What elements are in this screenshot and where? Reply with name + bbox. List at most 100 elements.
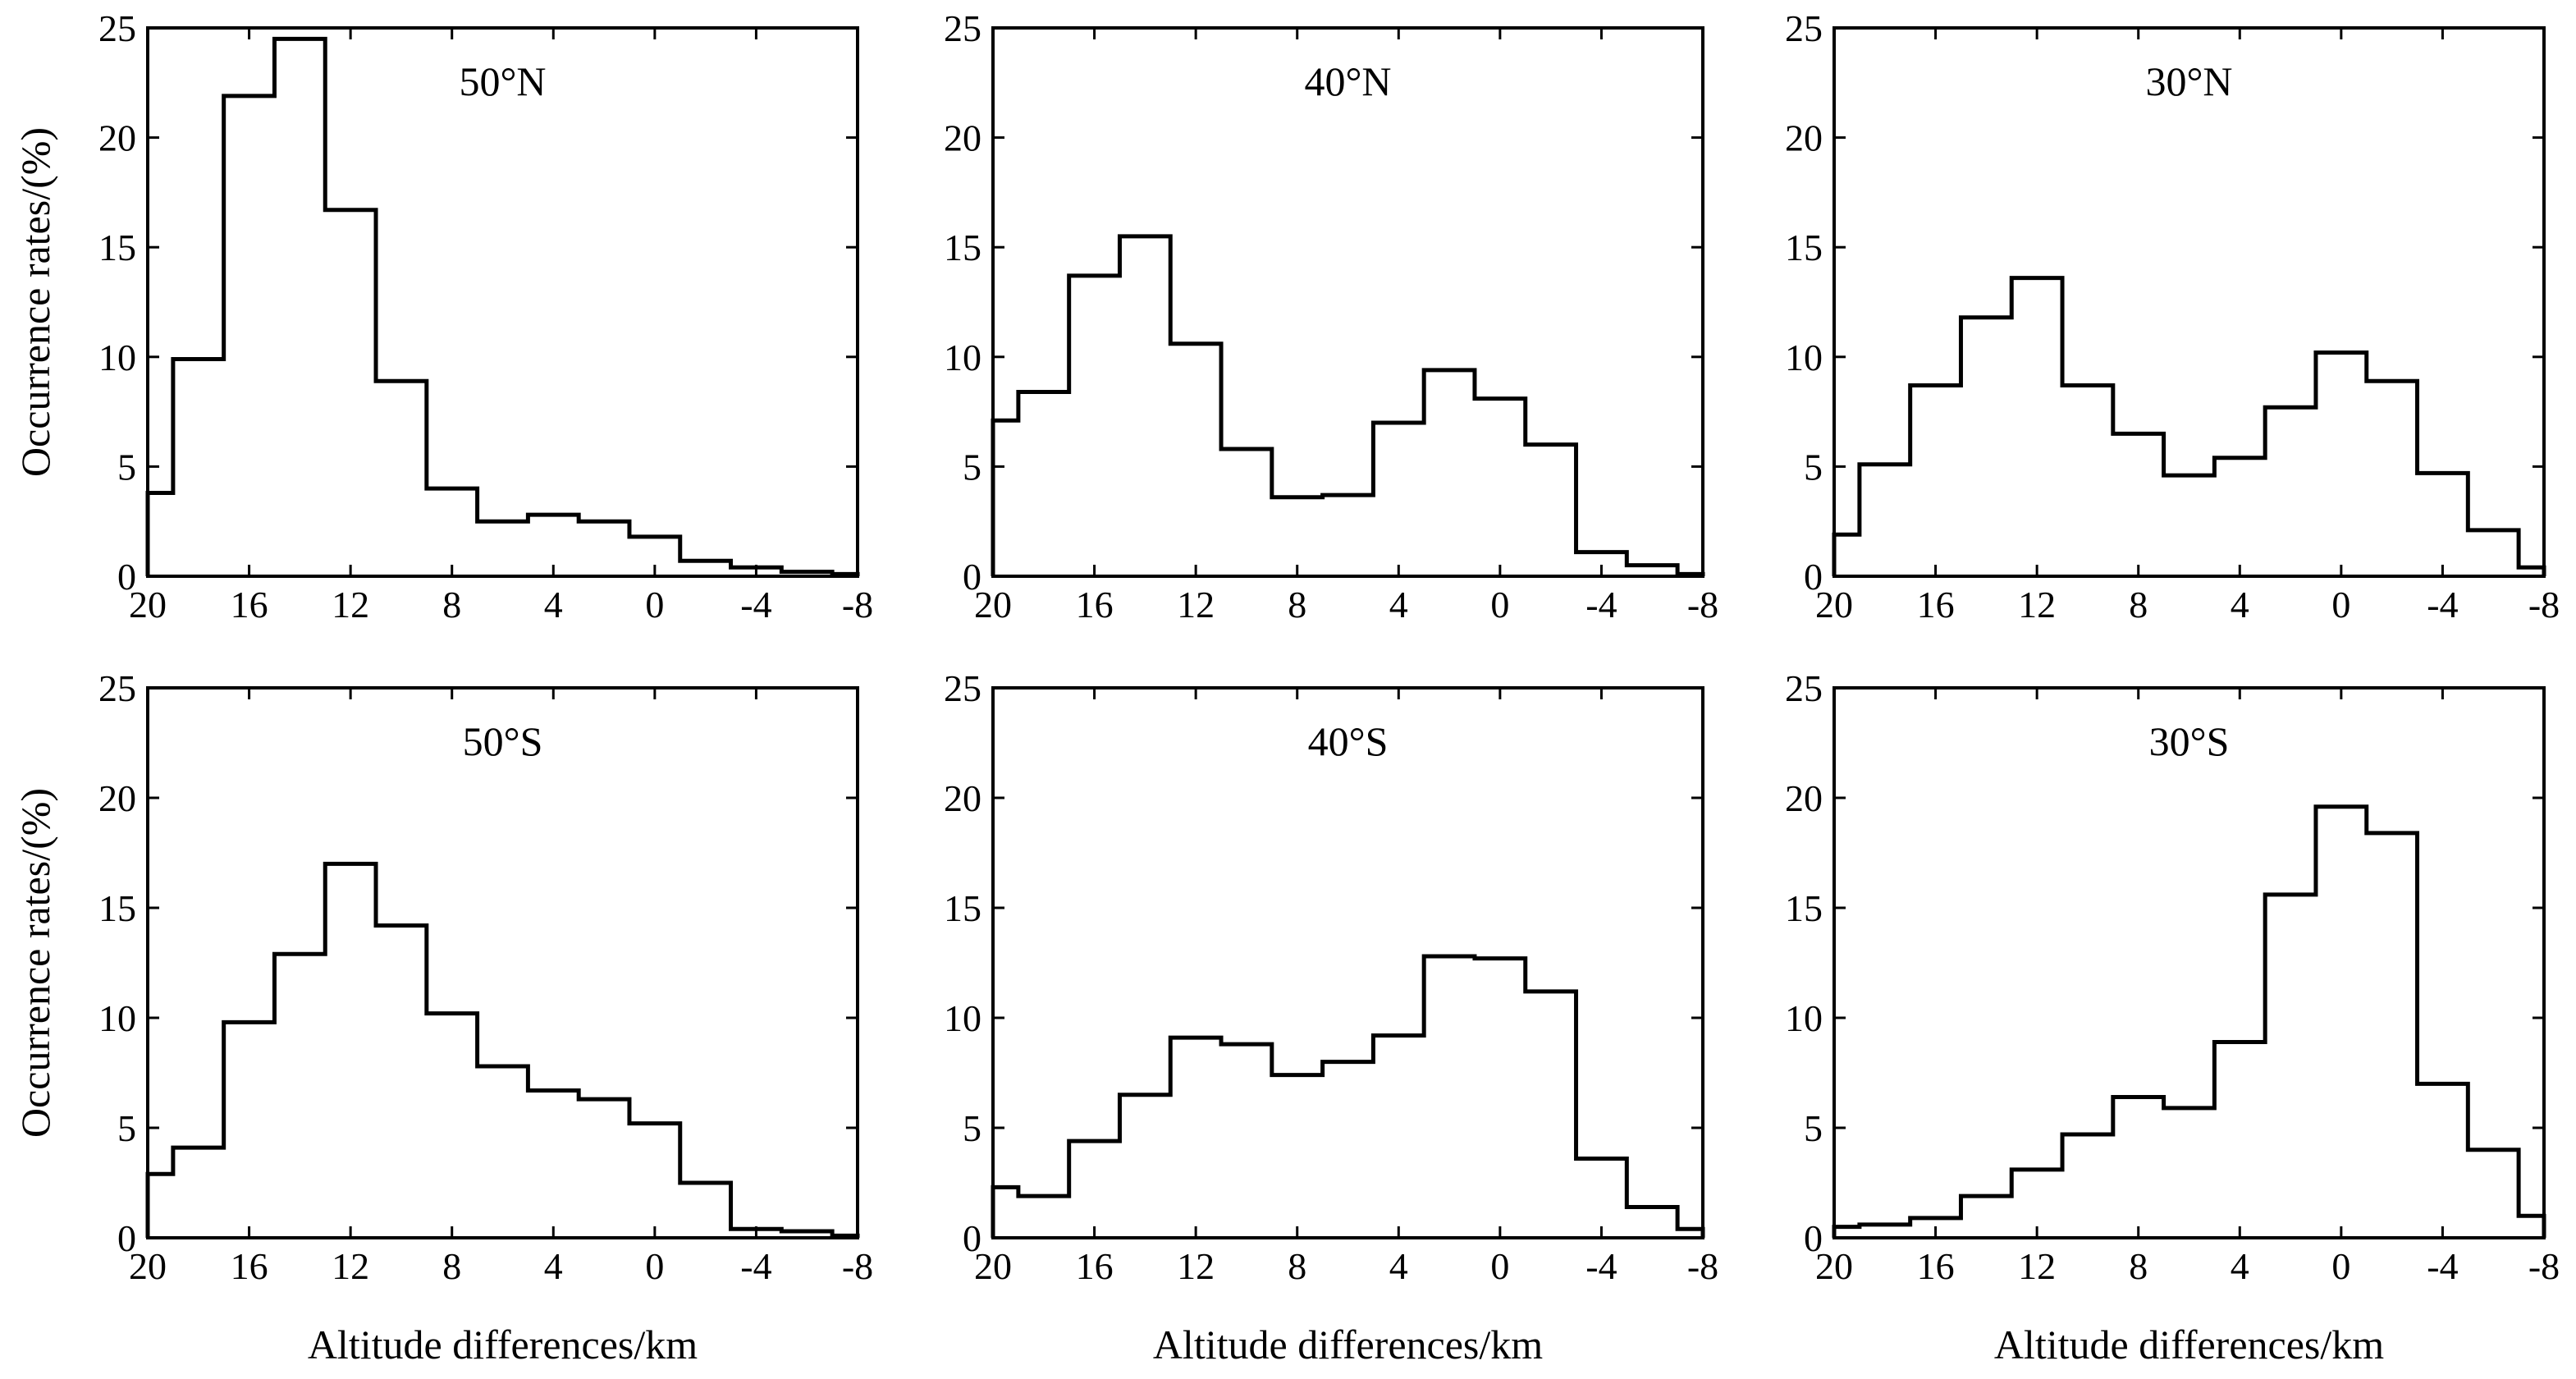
x-tick-label: 0: [2331, 1245, 2350, 1287]
histogram-bar: [427, 1014, 478, 1238]
x-tick-label: 20: [974, 1245, 1012, 1287]
y-tick-label: 10: [944, 337, 981, 378]
y-tick-label: 10: [944, 997, 981, 1039]
figure-labels: Occurrence rates/(%) Occurrence rates/(%)…: [12, 127, 2384, 1368]
histogram-bar: [1834, 534, 1860, 576]
histogram-bar: [1018, 392, 1069, 576]
histogram-bar: [325, 210, 376, 576]
y-tick-label: 15: [944, 887, 981, 929]
panel-title: 40°N: [1304, 58, 1391, 104]
histogram-bar: [173, 359, 224, 576]
histogram-bar: [1373, 1035, 1424, 1238]
histogram-bar: [1860, 465, 1910, 576]
histogram-bar: [376, 381, 427, 576]
x-tick-label: -4: [740, 1245, 771, 1287]
histogram-bar: [1323, 495, 1374, 576]
histogram-bar: [427, 488, 478, 576]
histogram-bar: [1961, 1196, 2011, 1238]
histogram-bar: [1272, 1075, 1323, 1238]
histogram-bar: [2062, 1134, 2113, 1238]
x-tick-label: 16: [231, 584, 268, 625]
x-tick-label: 20: [129, 1245, 167, 1287]
histogram-bar: [1526, 992, 1576, 1238]
histogram-bar: [2164, 475, 2215, 576]
histogram-bar: [1221, 1044, 1272, 1238]
x-tick-label: -8: [2528, 584, 2560, 625]
histogram-bar: [1910, 386, 1961, 576]
plot-frame: [146, 686, 859, 1239]
histogram-bar: [1424, 370, 1475, 576]
panel-1: 0 5 10 15 20 25 20 16 12 8 4 0 -4 -8 40°N: [944, 7, 1718, 625]
y-tick-label: 5: [963, 1107, 981, 1149]
histogram-bar: [376, 925, 427, 1238]
x-tick-label: -4: [740, 584, 771, 625]
y-tick-label: 15: [944, 227, 981, 268]
y-tick-label: 15: [98, 887, 136, 929]
histogram-bar: [2316, 352, 2367, 576]
histogram-bar: [1272, 497, 1323, 576]
histogram-bar: [2164, 1108, 2215, 1238]
x-tick-label: -8: [1687, 584, 1718, 625]
x-tick-label: 12: [332, 1245, 369, 1287]
panel-5: 0 5 10 15 20 25 20 16 12 8 4 0 -4 -8 30°S: [1785, 667, 2560, 1287]
histogram-bar: [579, 521, 629, 576]
y-tick-label: 0: [117, 556, 136, 598]
y-axis-label: Occurrence rates/(%): [12, 127, 58, 477]
histogram-bar: [148, 1174, 173, 1238]
histogram-bar: [1475, 399, 1526, 576]
histogram-bar: [2011, 278, 2062, 576]
histogram-bar: [274, 39, 325, 576]
plot-frame: [991, 686, 1704, 1239]
histogram-bar: [148, 492, 173, 576]
histogram-bar: [1221, 449, 1272, 576]
histogram-bar: [478, 1066, 528, 1238]
plot-frame: [1832, 686, 2546, 1239]
y-tick-label: 5: [1804, 446, 1823, 488]
x-tick-label: 4: [2231, 1245, 2249, 1287]
x-tick-label: -4: [2427, 584, 2458, 625]
y-tick-label: 25: [98, 7, 136, 49]
x-tick-label: 8: [2129, 584, 2148, 625]
plot-frame: [146, 26, 859, 578]
y-tick-label: 20: [1785, 777, 1823, 819]
x-tick-label: 12: [2018, 1245, 2056, 1287]
panel-2: 0 5 10 15 20 25 20 16 12 8 4 0 -4 -8 30°N: [1785, 7, 2560, 625]
x-tick-label: 8: [442, 1245, 461, 1287]
x-tick-label: 20: [1815, 1245, 1853, 1287]
x-tick-label: 12: [1177, 1245, 1215, 1287]
histogram-bar: [2265, 895, 2316, 1238]
x-tick-label: 16: [1917, 584, 1955, 625]
histogram-outline: [991, 234, 1705, 576]
y-tick-label: 0: [1804, 1217, 1823, 1259]
y-tick-label: 5: [963, 446, 981, 488]
panel-title: 50°S: [463, 718, 543, 764]
y-tick-label: 20: [944, 117, 981, 159]
y-tick-label: 5: [117, 1107, 136, 1149]
histogram-bar: [478, 521, 528, 576]
y-tick-label: 25: [944, 7, 981, 49]
histogram-bar: [680, 1183, 731, 1238]
plot-frame: [1832, 26, 2546, 578]
histogram-bar: [579, 1099, 629, 1238]
x-tick-label: 16: [1076, 584, 1114, 625]
histogram-bar: [1373, 423, 1424, 576]
x-tick-label: 20: [129, 584, 167, 625]
y-tick-label: 10: [1785, 997, 1823, 1039]
x-axis-label: Altitude differences/km: [1153, 1322, 1543, 1368]
panel-3: 0 5 10 15 20 25 20 16 12 8 4 0 -4 -8 50°S: [98, 667, 873, 1287]
panel-title: 50°N: [459, 58, 546, 104]
y-tick-label: 15: [98, 227, 136, 268]
histogram-bar: [629, 1124, 680, 1238]
histogram-bar: [1170, 1038, 1221, 1238]
y-tick-label: 10: [98, 337, 136, 378]
x-tick-label: 16: [231, 1245, 268, 1287]
x-tick-label: 0: [1490, 584, 1509, 625]
histogram-bar: [2214, 1042, 2265, 1238]
panel-4: 0 5 10 15 20 25 20 16 12 8 4 0 -4 -8 40°S: [944, 667, 1718, 1287]
x-tick-label: 8: [442, 584, 461, 625]
y-tick-label: 10: [98, 997, 136, 1039]
histogram-bar: [2214, 458, 2265, 576]
histogram-outline: [145, 861, 860, 1238]
x-tick-label: 0: [2331, 584, 2350, 625]
